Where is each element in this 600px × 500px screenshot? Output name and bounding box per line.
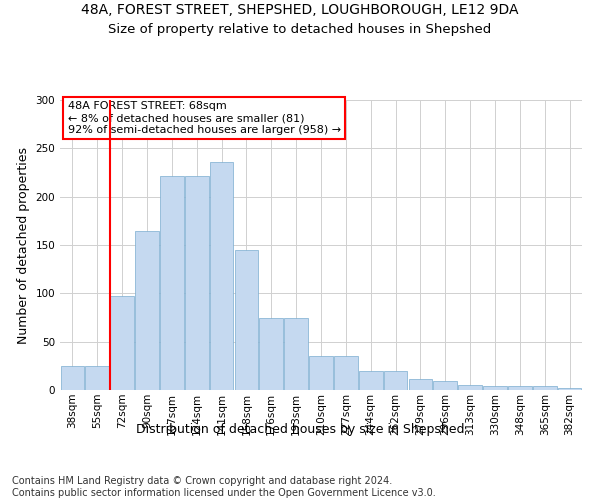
Text: Contains HM Land Registry data © Crown copyright and database right 2024.
Contai: Contains HM Land Registry data © Crown c… [12,476,436,498]
Text: Distribution of detached houses by size in Shepshed: Distribution of detached houses by size … [136,422,464,436]
Bar [483,386,507,390]
Bar [210,162,233,390]
Bar [558,388,581,390]
Bar [259,318,283,390]
Bar [135,230,159,390]
Bar [409,380,432,390]
Bar [235,250,258,390]
Bar [359,370,383,390]
Bar [533,386,557,390]
Bar [334,356,358,390]
Bar [61,366,84,390]
Bar [110,296,134,390]
Bar [160,176,184,390]
Bar [508,386,532,390]
Y-axis label: Number of detached properties: Number of detached properties [17,146,30,344]
Bar [309,356,333,390]
Text: Size of property relative to detached houses in Shepshed: Size of property relative to detached ho… [109,22,491,36]
Bar [284,318,308,390]
Text: 48A, FOREST STREET, SHEPSHED, LOUGHBOROUGH, LE12 9DA: 48A, FOREST STREET, SHEPSHED, LOUGHBOROU… [81,2,519,16]
Text: 48A FOREST STREET: 68sqm
← 8% of detached houses are smaller (81)
92% of semi-de: 48A FOREST STREET: 68sqm ← 8% of detache… [68,102,341,134]
Bar [185,176,209,390]
Bar [458,385,482,390]
Bar [433,382,457,390]
Bar [384,370,407,390]
Bar [85,366,109,390]
